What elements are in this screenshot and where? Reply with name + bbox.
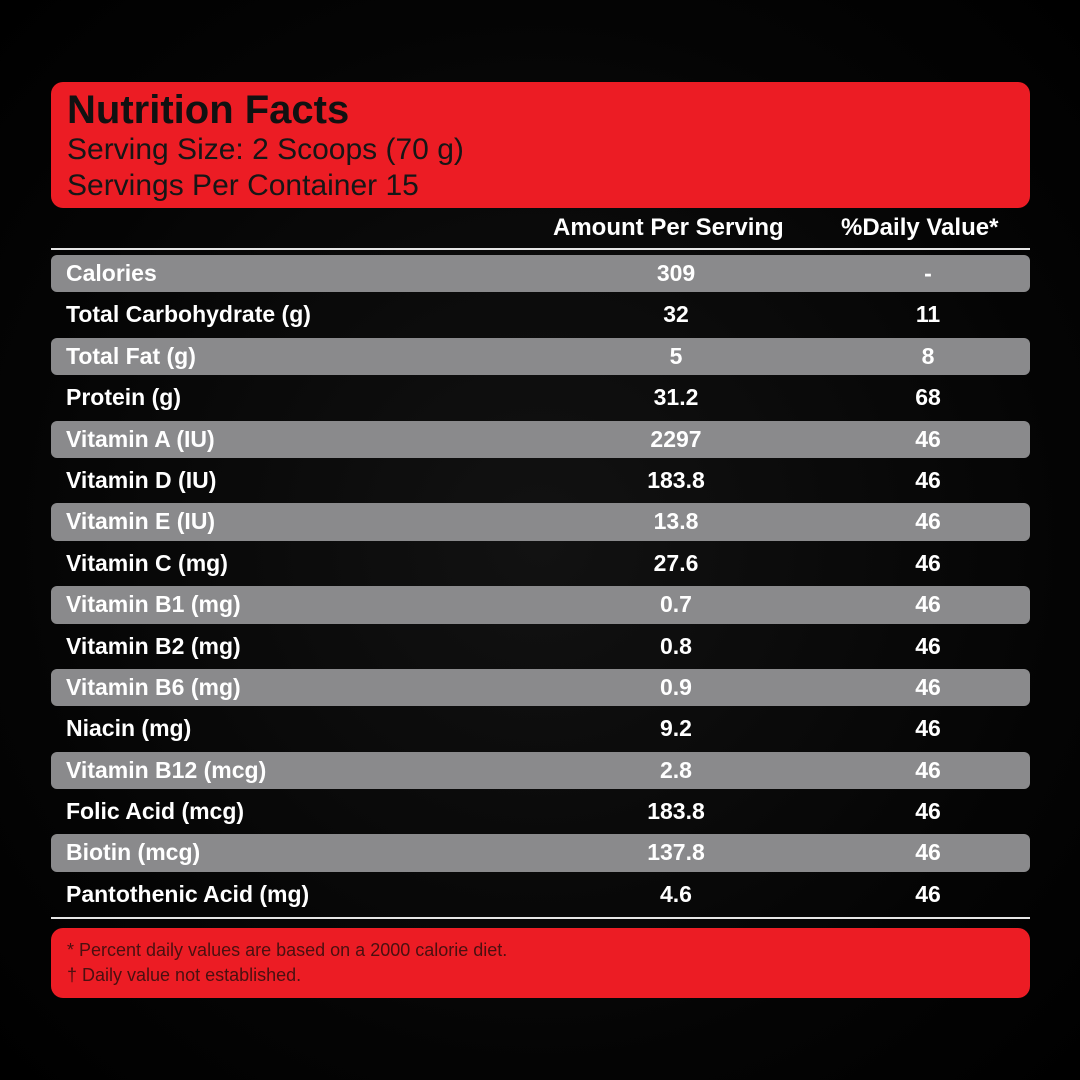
nutrition-facts-title: Nutrition Facts <box>67 88 350 132</box>
nutrient-amount: 309 <box>656 260 696 286</box>
table-row: Vitamin D (IU) 183.8 46 <box>51 460 1030 501</box>
nutrient-amount: 183.8 <box>647 466 705 493</box>
nutrient-daily-value: 46 <box>915 673 941 700</box>
nutrient-amount: 32 <box>663 301 689 328</box>
nutrient-daily-value: 8 <box>921 342 935 369</box>
table-row: Vitamin C (mg) 27.6 46 <box>51 543 1030 584</box>
nutrient-name: Vitamin A (IU) <box>66 425 215 452</box>
nutrient-name: Vitamin B12 (mcg) <box>66 756 267 783</box>
nutrient-amount: 183.8 <box>647 798 705 825</box>
nutrient-daily-value: - <box>924 260 932 286</box>
nutrient-name: Niacin (mg) <box>66 715 192 742</box>
nutrient-name: Folic Acid (mcg) <box>66 798 245 825</box>
table-row: Protein (g) 31.2 68 <box>51 377 1030 418</box>
nutrient-amount: 4.6 <box>660 880 692 907</box>
table-row: Vitamin A (IU) 2297 46 <box>51 419 1030 460</box>
table-row: Biotin (mcg) 137.8 46 <box>51 832 1030 873</box>
nutrient-daily-value: 46 <box>915 798 941 825</box>
footnote-box: * Percent daily values are based on a 20… <box>51 928 1030 998</box>
nutrient-amount: 2297 <box>650 425 702 452</box>
nutrient-table: Calories 309- Total Carbohydrate (g) 32 11 To… <box>51 253 1030 915</box>
column-headers: Amount Per Serving %Daily Value* <box>51 212 1030 248</box>
nutrient-name: Vitamin B6 (mg) <box>66 673 241 700</box>
nutrient-daily-value: 46 <box>915 425 941 452</box>
nutrient-amount: 0.9 <box>660 673 692 700</box>
nutrient-daily-value: 46 <box>915 632 941 659</box>
servings-per-container: Servings Per Container 15 <box>67 169 419 202</box>
nutrient-name: Biotin (mcg) <box>66 839 201 866</box>
nutrient-name: Total Fat (g) <box>66 342 196 369</box>
nutrient-amount: 2.8 <box>660 756 692 783</box>
percent-daily-footnote: * Percent daily values are based on a 20… <box>67 940 508 960</box>
nutrient-name: Pantothenic Acid (mg) <box>66 880 310 907</box>
nutrient-daily-value: 46 <box>915 839 941 866</box>
table-row: Vitamin B2 (mg) 0.8 46 <box>51 626 1030 667</box>
daily-value-column-header: %Daily Value* <box>841 214 999 241</box>
nutrient-daily-value: 46 <box>915 715 941 742</box>
nutrient-daily-value: 46 <box>915 508 941 535</box>
nutrient-name: Vitamin E (IU) <box>66 508 216 535</box>
nutrient-name: Vitamin D (IU) <box>66 466 217 493</box>
table-row: Folic Acid (mcg) 183.8 46 <box>51 791 1030 832</box>
nutrient-amount: 27.6 <box>653 549 699 576</box>
nutrient-amount: 0.8 <box>660 632 692 659</box>
nutrient-name: Total Carbohydrate (g) <box>66 301 311 328</box>
table-row: Total Carbohydrate (g) 32 11 <box>51 294 1030 335</box>
serving-size: Serving Size: 2 Scoops (70 g) <box>67 133 464 166</box>
nutrient-daily-value: 46 <box>915 466 941 493</box>
nutrient-name: Vitamin B2 (mg) <box>66 632 241 659</box>
table-row: Vitamin B6 (mg) 0.9 46 <box>51 667 1030 708</box>
table-row: Niacin (mg) 9.2 46 <box>51 708 1030 749</box>
nutrient-amount: 5 <box>669 342 683 369</box>
table-row: Total Fat (g) 5 8 <box>51 336 1030 377</box>
nutrient-amount: 13.8 <box>653 508 699 535</box>
nutrient-name: Calories <box>66 260 157 286</box>
amount-column-header: Amount Per Serving <box>553 214 784 241</box>
table-row: Vitamin B12 (mcg) 2.8 46 <box>51 750 1030 791</box>
table-row: Calories 309 - <box>51 253 1030 294</box>
nutrient-daily-value: 11 <box>915 301 941 328</box>
nutrient-daily-value: 46 <box>915 880 941 907</box>
table-row: Vitamin E (IU) 13.8 46 <box>51 501 1030 542</box>
table-row: Pantothenic Acid (mg) 4.6 46 <box>51 874 1030 915</box>
bottom-divider <box>51 917 1030 919</box>
dagger-footnote: † Daily value not established. <box>67 965 302 985</box>
table-row: Vitamin B1 (mg) 0.7 46 <box>51 584 1030 625</box>
nutrient-amount: 137.8 <box>647 839 705 866</box>
nutrition-facts-header: Nutrition Facts Serving Size: 2 Scoops (… <box>51 82 1030 208</box>
nutrient-daily-value: 68 <box>915 384 941 411</box>
nutrient-name: Vitamin B1 (mg) <box>66 591 241 618</box>
top-divider <box>51 248 1030 250</box>
nutrient-amount: 0.7 <box>660 591 692 618</box>
nutrient-daily-value: 46 <box>915 756 941 783</box>
nutrient-amount: 31.2 <box>653 384 699 411</box>
nutrient-name: Protein (g) <box>66 384 181 411</box>
nutrient-name: Vitamin C (mg) <box>66 549 228 576</box>
nutrient-daily-value: 46 <box>915 591 941 618</box>
nutrient-amount: 9.2 <box>660 715 692 742</box>
nutrient-daily-value: 46 <box>915 549 941 576</box>
